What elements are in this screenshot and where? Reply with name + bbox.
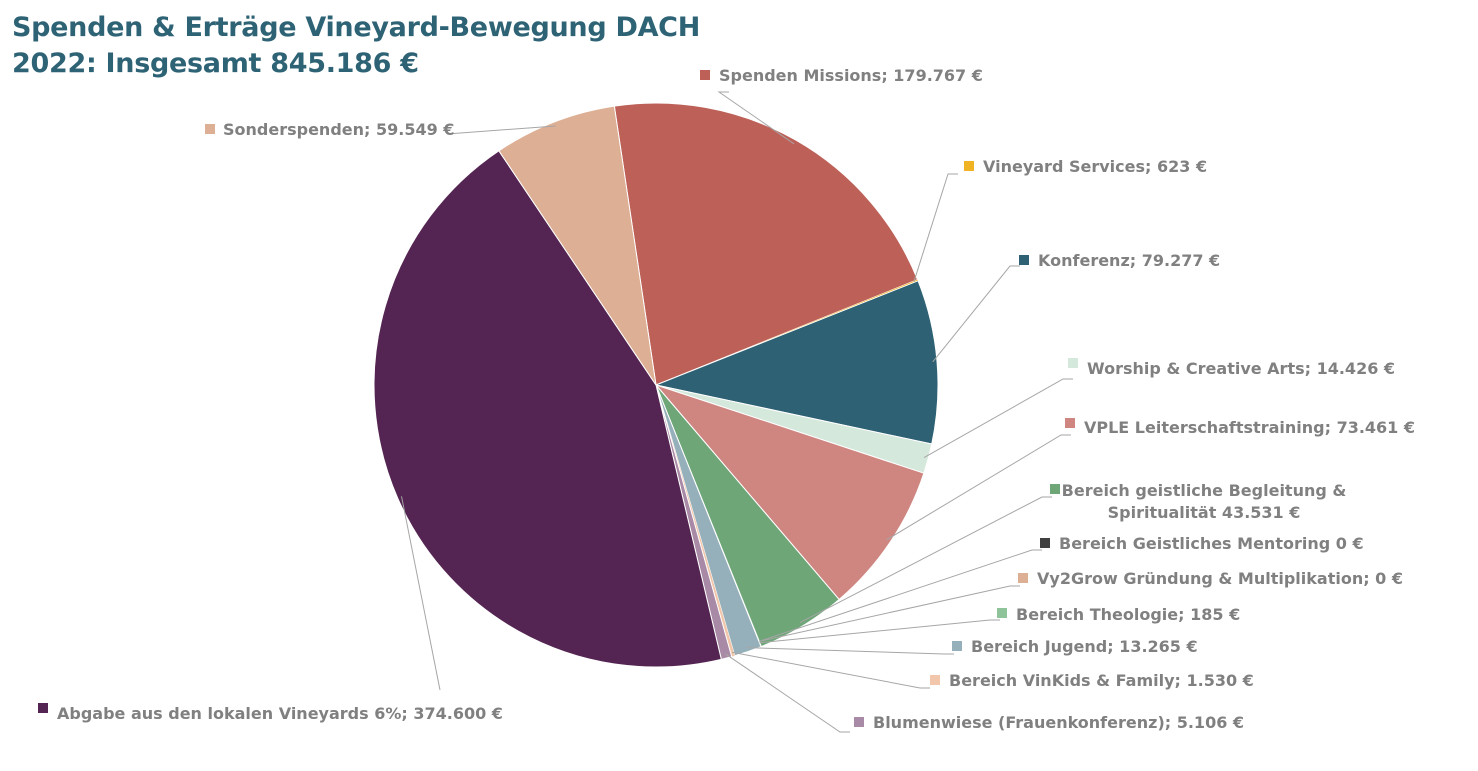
- label-key-bereich-geistliche-begleitung-spiritualit-t: [1050, 484, 1060, 494]
- chart-title: Spenden & Erträge Vineyard-Bewegung DACH…: [12, 10, 700, 82]
- label-key-bereich-jugend: [952, 641, 962, 651]
- leader-line-konferenz: [932, 265, 1020, 363]
- data-label-bereich-geistliche-begleitung-spiritualit-t: Bereich geistliche Begleitung &: [1062, 481, 1347, 500]
- chart-title-line-1: Spenden & Erträge Vineyard-Bewegung DACH: [12, 12, 700, 43]
- label-key-bereich-vinkids-family: [930, 675, 940, 685]
- label-key-bereich-geistliches-mentoring: [1040, 538, 1050, 548]
- data-labels: Spenden Missions; 179.767 € Vineyard Serv…: [38, 66, 1415, 732]
- label-key-sonderspenden: [205, 124, 215, 134]
- data-label-worship-creative-arts: Worship & Creative Arts; 14.426 €: [1087, 359, 1395, 378]
- leader-line-worship-creative-arts: [923, 378, 1073, 459]
- leader-line-vy2grow-gr-ndung-multiplikation: [759, 585, 1020, 642]
- data-label-bereich-geistliche-begleitung-spiritualit-t-line-2: Spiritualität 43.531 €: [1108, 503, 1301, 522]
- pie-slice-abgabe-aus-den-lokalen-vineyards-6: [373, 150, 722, 668]
- data-label-vineyard-services: Vineyard Services; 623 €: [983, 157, 1207, 176]
- pie-slice-bereich-jugend: [655, 384, 762, 657]
- label-key-blumenwiese-frauenkonferenz: [854, 717, 864, 727]
- label-key-spenden-missions: [700, 70, 710, 80]
- pie-slice-sonderspenden: [498, 105, 657, 386]
- pie-slice-spenden-missions: [613, 102, 919, 386]
- data-label-vy2grow-gr-ndung-multiplikation: Vy2Grow Gründung & Multiplikation; 0 €: [1037, 569, 1403, 588]
- chart-title-line-2: 2022: Insgesamt 845.186 €: [12, 48, 419, 79]
- leader-line-vple-leiterschaftstraining: [886, 434, 1071, 541]
- data-label-spenden-missions: Spenden Missions; 179.767 €: [719, 66, 983, 85]
- data-label-blumenwiese-frauenkonferenz: Blumenwiese (Frauenkonferenz); 5.106 €: [873, 713, 1244, 732]
- leader-lines: [401, 91, 1073, 733]
- data-label-bereich-theologie: Bereich Theologie; 185 €: [1016, 605, 1240, 624]
- leader-line-bereich-geistliches-mentoring: [759, 549, 1042, 642]
- label-key-bereich-theologie: [997, 608, 1007, 618]
- label-key-vple-leiterschaftstraining: [1065, 418, 1075, 428]
- label-key-vineyard-services: [964, 161, 974, 171]
- pie-slice-konferenz: [654, 280, 939, 445]
- data-label-sonderspenden: Sonderspenden; 59.549 €: [223, 120, 454, 139]
- leader-line-blumenwiese-frauenkonferenz: [725, 653, 850, 733]
- data-label-abgabe-aus-den-lokalen-vineyards-6: Abgabe aus den lokalen Vineyards 6%; 374…: [57, 704, 503, 723]
- data-label-bereich-jugend: Bereich Jugend; 13.265 €: [971, 637, 1198, 656]
- leader-line-bereich-vinkids-family: [732, 651, 930, 689]
- leader-line-bereich-theologie: [759, 619, 1000, 644]
- pie-slice-bereich-vinkids-family: [656, 385, 735, 657]
- leader-line-spenden-missions: [717, 91, 795, 145]
- leader-line-bereich-jugend: [746, 647, 954, 655]
- label-key-abgabe-aus-den-lokalen-vineyards-6: [38, 703, 48, 713]
- pie-slices: [373, 102, 939, 668]
- leader-line-bereich-geistliche-begleitung-spiritualit-t: [799, 496, 1052, 624]
- leader-line-sonderspenden: [446, 125, 556, 135]
- label-key-konferenz: [1019, 255, 1029, 265]
- label-key-worship-creative-arts: [1068, 358, 1078, 368]
- pie-slice-vple-leiterschaftstraining: [654, 383, 925, 601]
- data-label-bereich-geistliches-mentoring: Bereich Geistliches Mentoring 0 €: [1059, 534, 1364, 553]
- leader-line-abgabe-aus-den-lokalen-vineyards-6: [401, 496, 441, 691]
- data-label-bereich-vinkids-family: Bereich VinKids & Family; 1.530 €: [949, 671, 1254, 690]
- leader-line-vineyard-services: [913, 173, 958, 282]
- label-key-vy2grow-gr-ndung-multiplikation: [1018, 573, 1028, 583]
- data-label-vple-leiterschaftstraining: VPLE Leiterschaftstraining; 73.461 €: [1084, 418, 1415, 437]
- data-label-konferenz: Konferenz; 79.277 €: [1038, 251, 1220, 270]
